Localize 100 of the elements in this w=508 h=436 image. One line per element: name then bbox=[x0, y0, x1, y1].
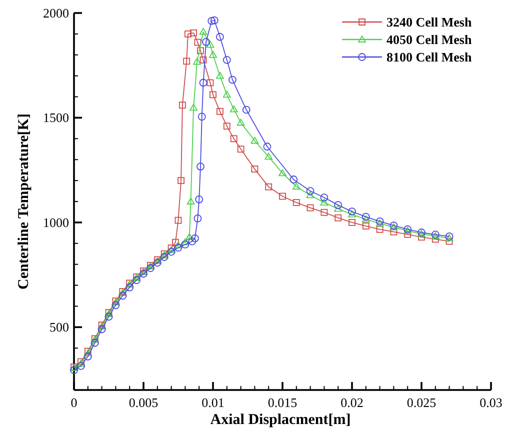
point bbox=[251, 166, 258, 172]
point bbox=[183, 58, 190, 65]
point bbox=[230, 135, 238, 142]
point bbox=[84, 352, 92, 360]
legend-label: 3240 Cell Mesh bbox=[386, 14, 472, 30]
point bbox=[362, 222, 370, 230]
point bbox=[70, 366, 78, 374]
point bbox=[172, 238, 179, 246]
point bbox=[174, 244, 182, 252]
point bbox=[202, 38, 210, 46]
point bbox=[186, 198, 195, 204]
point bbox=[196, 162, 204, 170]
point bbox=[264, 152, 273, 160]
point bbox=[90, 338, 99, 347]
point bbox=[184, 30, 192, 38]
point bbox=[376, 226, 384, 233]
point bbox=[190, 29, 197, 36]
x-tick-label: 0.005 bbox=[128, 395, 158, 410]
point bbox=[334, 214, 342, 222]
point bbox=[306, 187, 314, 195]
point bbox=[197, 47, 204, 54]
y-axis-title: Centerline Temperature[K] bbox=[16, 114, 32, 290]
point bbox=[390, 228, 398, 236]
point bbox=[206, 40, 214, 48]
point bbox=[334, 204, 342, 212]
y-tick-label: 1000 bbox=[43, 214, 69, 230]
point bbox=[199, 78, 208, 87]
point bbox=[320, 194, 328, 202]
point bbox=[216, 32, 224, 41]
point bbox=[190, 234, 199, 242]
point bbox=[210, 16, 218, 24]
point bbox=[228, 76, 236, 84]
x-tick-label: 0.02 bbox=[340, 395, 364, 410]
point bbox=[98, 325, 106, 334]
point bbox=[208, 17, 216, 25]
point bbox=[306, 204, 314, 212]
point bbox=[174, 242, 182, 248]
point bbox=[132, 276, 140, 284]
point bbox=[320, 198, 328, 206]
legend-label: 4050 Cell Mesh bbox=[386, 32, 472, 47]
point bbox=[195, 195, 204, 204]
point bbox=[174, 216, 182, 224]
x-tick-label: 0.03 bbox=[480, 395, 502, 410]
point bbox=[188, 237, 196, 246]
point bbox=[216, 72, 224, 79]
point bbox=[279, 192, 286, 200]
point bbox=[222, 56, 231, 64]
legend-label: 8100 Cell Mesh bbox=[386, 50, 472, 64]
point bbox=[292, 199, 300, 206]
point bbox=[222, 90, 231, 98]
point bbox=[236, 118, 245, 126]
point bbox=[194, 214, 202, 222]
point bbox=[112, 301, 120, 310]
point bbox=[334, 201, 342, 210]
point bbox=[200, 56, 207, 64]
point bbox=[77, 362, 85, 370]
point bbox=[265, 183, 272, 190]
point bbox=[199, 28, 208, 35]
point bbox=[320, 208, 328, 216]
y-tick-label: 1500 bbox=[43, 110, 69, 126]
point bbox=[153, 258, 162, 267]
point bbox=[209, 50, 217, 58]
point bbox=[185, 233, 194, 240]
point bbox=[230, 105, 238, 112]
point bbox=[181, 238, 190, 246]
point bbox=[306, 191, 314, 198]
x-tick-label: 0.015 bbox=[268, 395, 298, 410]
point bbox=[140, 270, 148, 278]
point bbox=[242, 106, 250, 114]
point bbox=[198, 112, 206, 121]
point bbox=[190, 104, 198, 111]
x-tick-label: 0.01 bbox=[202, 395, 224, 410]
point bbox=[362, 215, 370, 222]
point bbox=[216, 108, 224, 115]
point bbox=[126, 283, 134, 292]
x-tick-label: 0.025 bbox=[406, 395, 436, 410]
point bbox=[292, 182, 300, 190]
y-tick-label: 2000 bbox=[43, 6, 69, 20]
x-tick-label: 0 bbox=[70, 395, 78, 410]
point bbox=[167, 248, 176, 256]
point bbox=[237, 146, 244, 153]
point bbox=[160, 253, 168, 261]
point bbox=[194, 38, 202, 46]
point bbox=[206, 79, 214, 86]
point bbox=[178, 102, 186, 109]
point bbox=[104, 312, 113, 321]
point bbox=[146, 264, 154, 272]
point bbox=[181, 240, 190, 248]
point bbox=[178, 177, 184, 184]
point bbox=[223, 122, 230, 130]
point bbox=[348, 218, 356, 226]
point bbox=[278, 169, 286, 176]
point bbox=[376, 220, 384, 226]
y-tick-label: 500 bbox=[50, 320, 69, 335]
point bbox=[250, 136, 259, 144]
point bbox=[348, 208, 356, 216]
point bbox=[348, 210, 356, 218]
point bbox=[118, 292, 127, 300]
point bbox=[193, 58, 201, 65]
point bbox=[263, 142, 272, 151]
